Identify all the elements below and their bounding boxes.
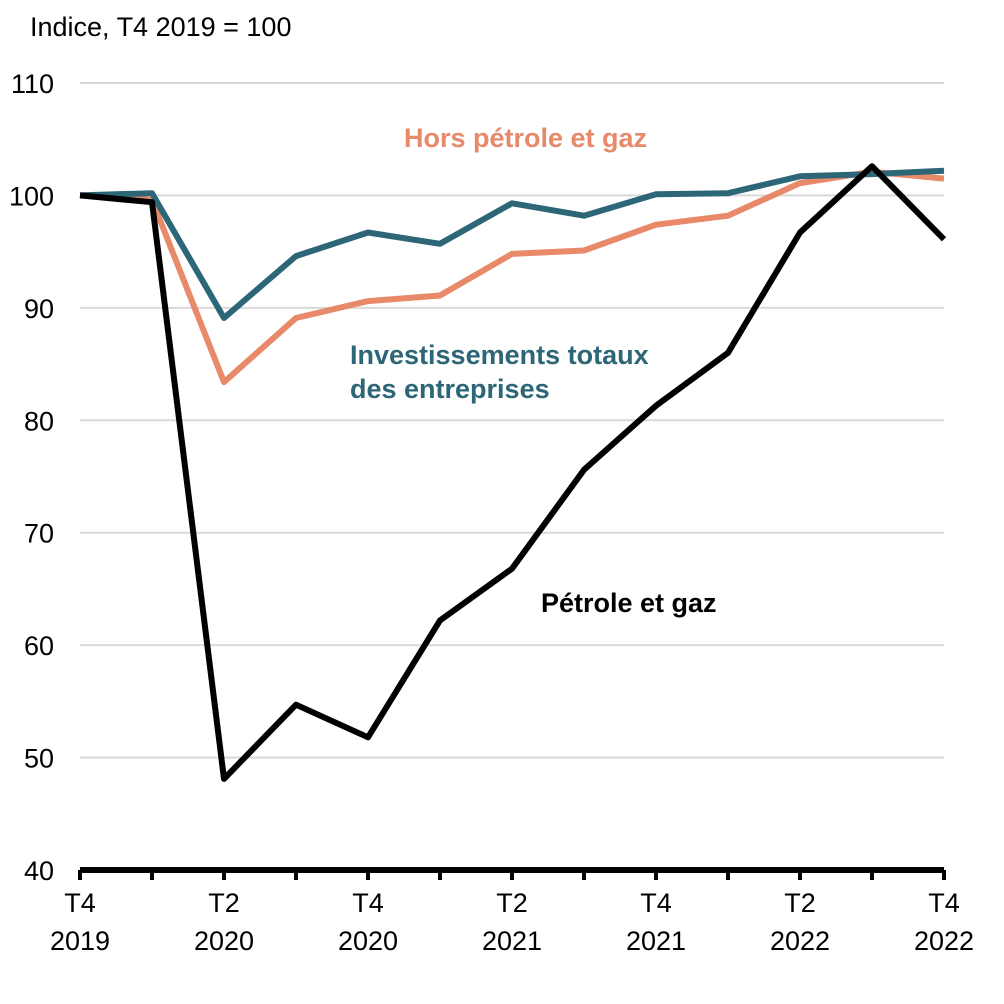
x-tick-label-quarter: T2 — [784, 888, 816, 918]
series-label-hors-petrole-et-gaz: Hors pétrole et gaz — [404, 123, 647, 153]
series-line — [79, 167, 945, 321]
x-tick-label-year: 2022 — [770, 926, 830, 956]
x-tick-label-year: 2020 — [194, 926, 254, 956]
y-axis-unit-label: Indice, T4 2019 = 100 — [30, 12, 291, 42]
y-tick-label: 40 — [24, 856, 54, 886]
x-tick-label-year: 2020 — [338, 926, 398, 956]
series-line — [79, 168, 945, 386]
series-lines — [79, 163, 947, 782]
x-tick-label-year: 2021 — [626, 926, 686, 956]
x-tick-label-quarter: T4 — [352, 888, 384, 918]
x-tick-label-year: 2019 — [50, 926, 110, 956]
series-label-investissements-line-2: des entreprises — [350, 374, 550, 404]
x-tick-label-quarter: T4 — [928, 888, 960, 918]
y-tick-label: 50 — [24, 744, 54, 774]
x-tick-label-quarter: T2 — [208, 888, 240, 918]
y-tick-label: 110 — [11, 69, 54, 99]
series-line — [79, 163, 947, 782]
y-tick-label: 80 — [24, 406, 54, 436]
series-label-petrole-et-gaz: Pétrole et gaz — [541, 588, 717, 618]
series-label-investissements-line-1: Investissements totaux — [350, 340, 649, 370]
gridlines — [80, 82, 944, 759]
x-tick-label-quarter: T4 — [640, 888, 672, 918]
y-tick-label: 100 — [9, 181, 54, 211]
y-axis-tick-labels: 40 50 60 70 80 90 100 110 — [9, 69, 54, 886]
x-axis-tick-labels: T4 2019 T2 2020 T4 2020 T2 2021 T4 2021 T2 2022 T4 20… — [50, 888, 974, 956]
x-tick-label-quarter: T4 — [64, 888, 96, 918]
x-tick-label-year: 2022 — [914, 926, 974, 956]
x-tick-label-year: 2021 — [482, 926, 542, 956]
y-tick-label: 70 — [24, 519, 54, 549]
y-tick-label: 60 — [24, 631, 54, 661]
x-tick-label-quarter: T2 — [496, 888, 528, 918]
x-axis — [78, 867, 946, 880]
y-tick-label: 90 — [24, 294, 54, 324]
